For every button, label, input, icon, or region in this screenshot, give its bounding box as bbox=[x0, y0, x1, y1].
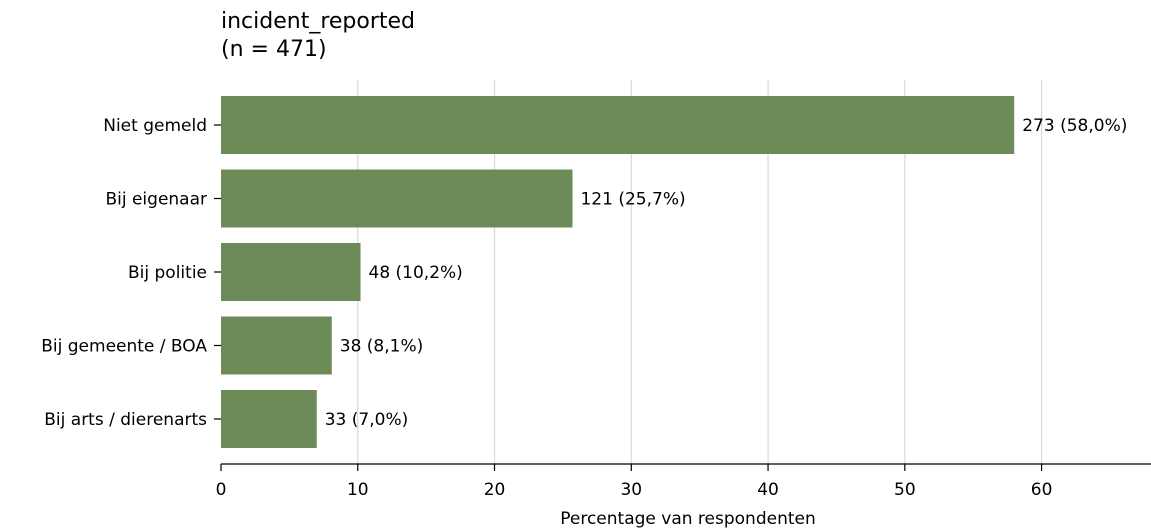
category-label-3: Bij politie bbox=[128, 263, 207, 283]
data-label-3: 48 (10,2%) bbox=[369, 263, 463, 283]
x-tick-label-30: 30 bbox=[620, 480, 642, 500]
x-tick-label-50: 50 bbox=[894, 480, 916, 500]
category-label-4: Bij gemeente / BOA bbox=[41, 337, 207, 357]
data-label-4: 38 (8,1%) bbox=[340, 337, 424, 357]
x-tick-label-60: 60 bbox=[1031, 480, 1053, 500]
chart-subtitle: (n = 471) bbox=[221, 37, 327, 62]
x-tick-label-10: 10 bbox=[347, 480, 369, 500]
x-tick-label-40: 40 bbox=[757, 480, 779, 500]
bar-2 bbox=[221, 169, 573, 228]
bar-4 bbox=[221, 316, 332, 375]
bars bbox=[221, 96, 1015, 448]
category-label-2: Bij eigenaar bbox=[105, 190, 207, 210]
x-axis: 0 10 20 30 40 50 60 bbox=[216, 463, 1151, 500]
data-label-5: 33 (7,0%) bbox=[325, 410, 409, 430]
category-label-5: Bij arts / dierenarts bbox=[44, 410, 207, 430]
bar-3 bbox=[221, 243, 361, 301]
x-tick-label-20: 20 bbox=[484, 480, 506, 500]
bar-5 bbox=[221, 390, 317, 448]
x-tick-label-0: 0 bbox=[216, 480, 227, 500]
data-label-2: 121 (25,7%) bbox=[580, 190, 685, 210]
x-axis-title: Percentage van respondenten bbox=[560, 509, 816, 529]
category-label-1: Niet gemeld bbox=[103, 116, 207, 136]
chart-title: incident_reported bbox=[221, 9, 415, 34]
data-label-1: 273 (58,0%) bbox=[1022, 116, 1127, 136]
data-labels: 273 (58,0%) 121 (25,7%) 48 (10,2%) 38 (8,1%… bbox=[325, 116, 1128, 430]
category-labels: Niet gemeld Bij eigenaar Bij politie Bij ge… bbox=[41, 116, 221, 430]
bar-1 bbox=[221, 96, 1015, 154]
